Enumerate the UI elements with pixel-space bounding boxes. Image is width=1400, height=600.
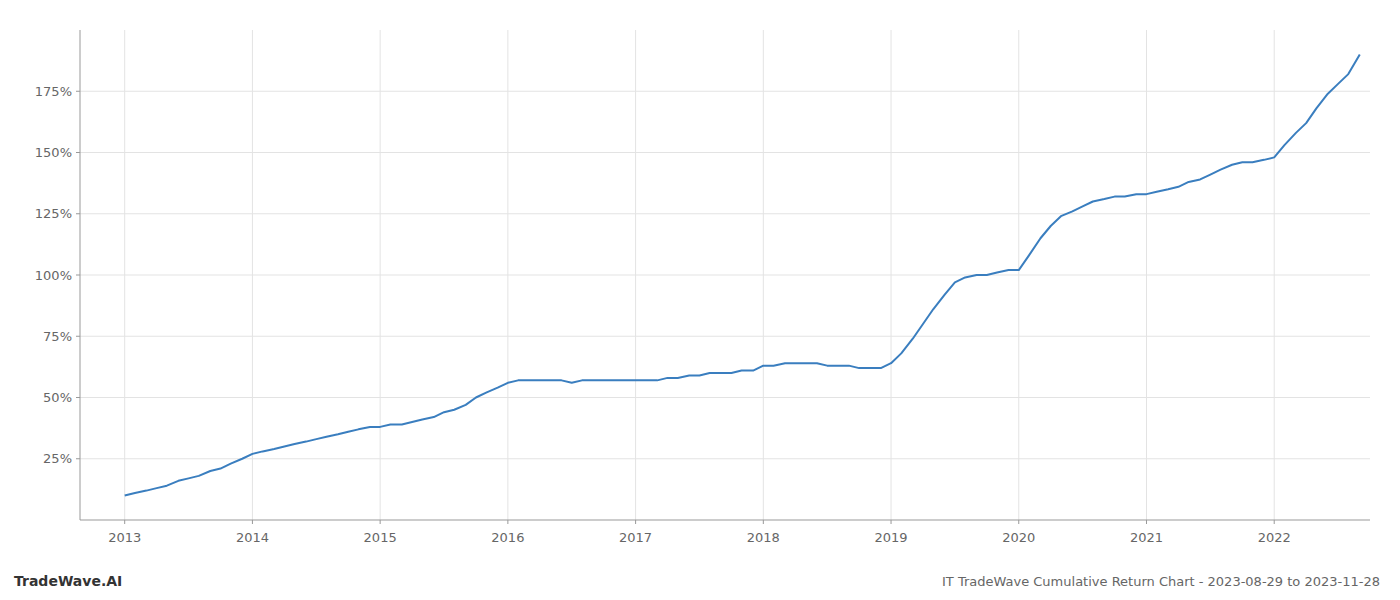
y-tick [76, 213, 80, 214]
y-grid-line [80, 458, 1370, 459]
y-tick [76, 91, 80, 92]
x-tick [635, 520, 636, 524]
x-tick [763, 520, 764, 524]
y-tick-label: 175% [35, 84, 72, 99]
watermark: TradeWave.AI [14, 573, 122, 589]
x-tick-label: 2021 [1130, 530, 1163, 545]
y-grid-line [80, 152, 1370, 153]
y-tick-label: 25% [43, 451, 72, 466]
y-tick-label: 100% [35, 268, 72, 283]
y-tick-label: 150% [35, 145, 72, 160]
y-grid-line [80, 213, 1370, 214]
y-tick [76, 152, 80, 153]
y-grid-line [80, 91, 1370, 92]
x-tick-label: 2020 [1002, 530, 1035, 545]
x-tick-label: 2018 [747, 530, 780, 545]
x-tick-label: 2014 [236, 530, 269, 545]
x-tick [252, 520, 253, 524]
x-tick [124, 520, 125, 524]
title: IT TradeWave Cumulative Return Chart - 2… [942, 574, 1380, 589]
y-tick-label: 125% [35, 206, 72, 221]
x-tick-label: 2015 [364, 530, 397, 545]
x-tick-label: 2022 [1258, 530, 1291, 545]
y-tick [76, 336, 80, 337]
y-tick [76, 397, 80, 398]
x-tick [1274, 520, 1275, 524]
y-grid-line [80, 275, 1370, 276]
x-tick [1146, 520, 1147, 524]
x-tick-label: 2017 [619, 530, 652, 545]
y-tick-label: 75% [43, 329, 72, 344]
x-tick [380, 520, 381, 524]
x-tick [891, 520, 892, 524]
line [125, 55, 1360, 496]
x-tick [507, 520, 508, 524]
x-tick [1018, 520, 1019, 524]
x-axis-line [80, 520, 1370, 521]
chart: 2013 2014 2015 2016 2017 2018 2019 2020 2021 2022… [0, 0, 1400, 600]
x-tick-label: 2019 [874, 530, 907, 545]
grid [80, 30, 1370, 520]
plot-area [125, 55, 1360, 496]
y-tick-label: 50% [43, 390, 72, 405]
y-tick [76, 458, 80, 459]
background [0, 0, 1400, 600]
y-grid-line [80, 397, 1370, 398]
y-tick [76, 275, 80, 276]
x-tick-label: 2016 [491, 530, 524, 545]
x-tick-label: 2013 [108, 530, 141, 545]
axes: 2013 2014 2015 2016 2017 2018 2019 2020 2021 2022… [35, 30, 1370, 545]
y-grid-line [80, 336, 1370, 337]
